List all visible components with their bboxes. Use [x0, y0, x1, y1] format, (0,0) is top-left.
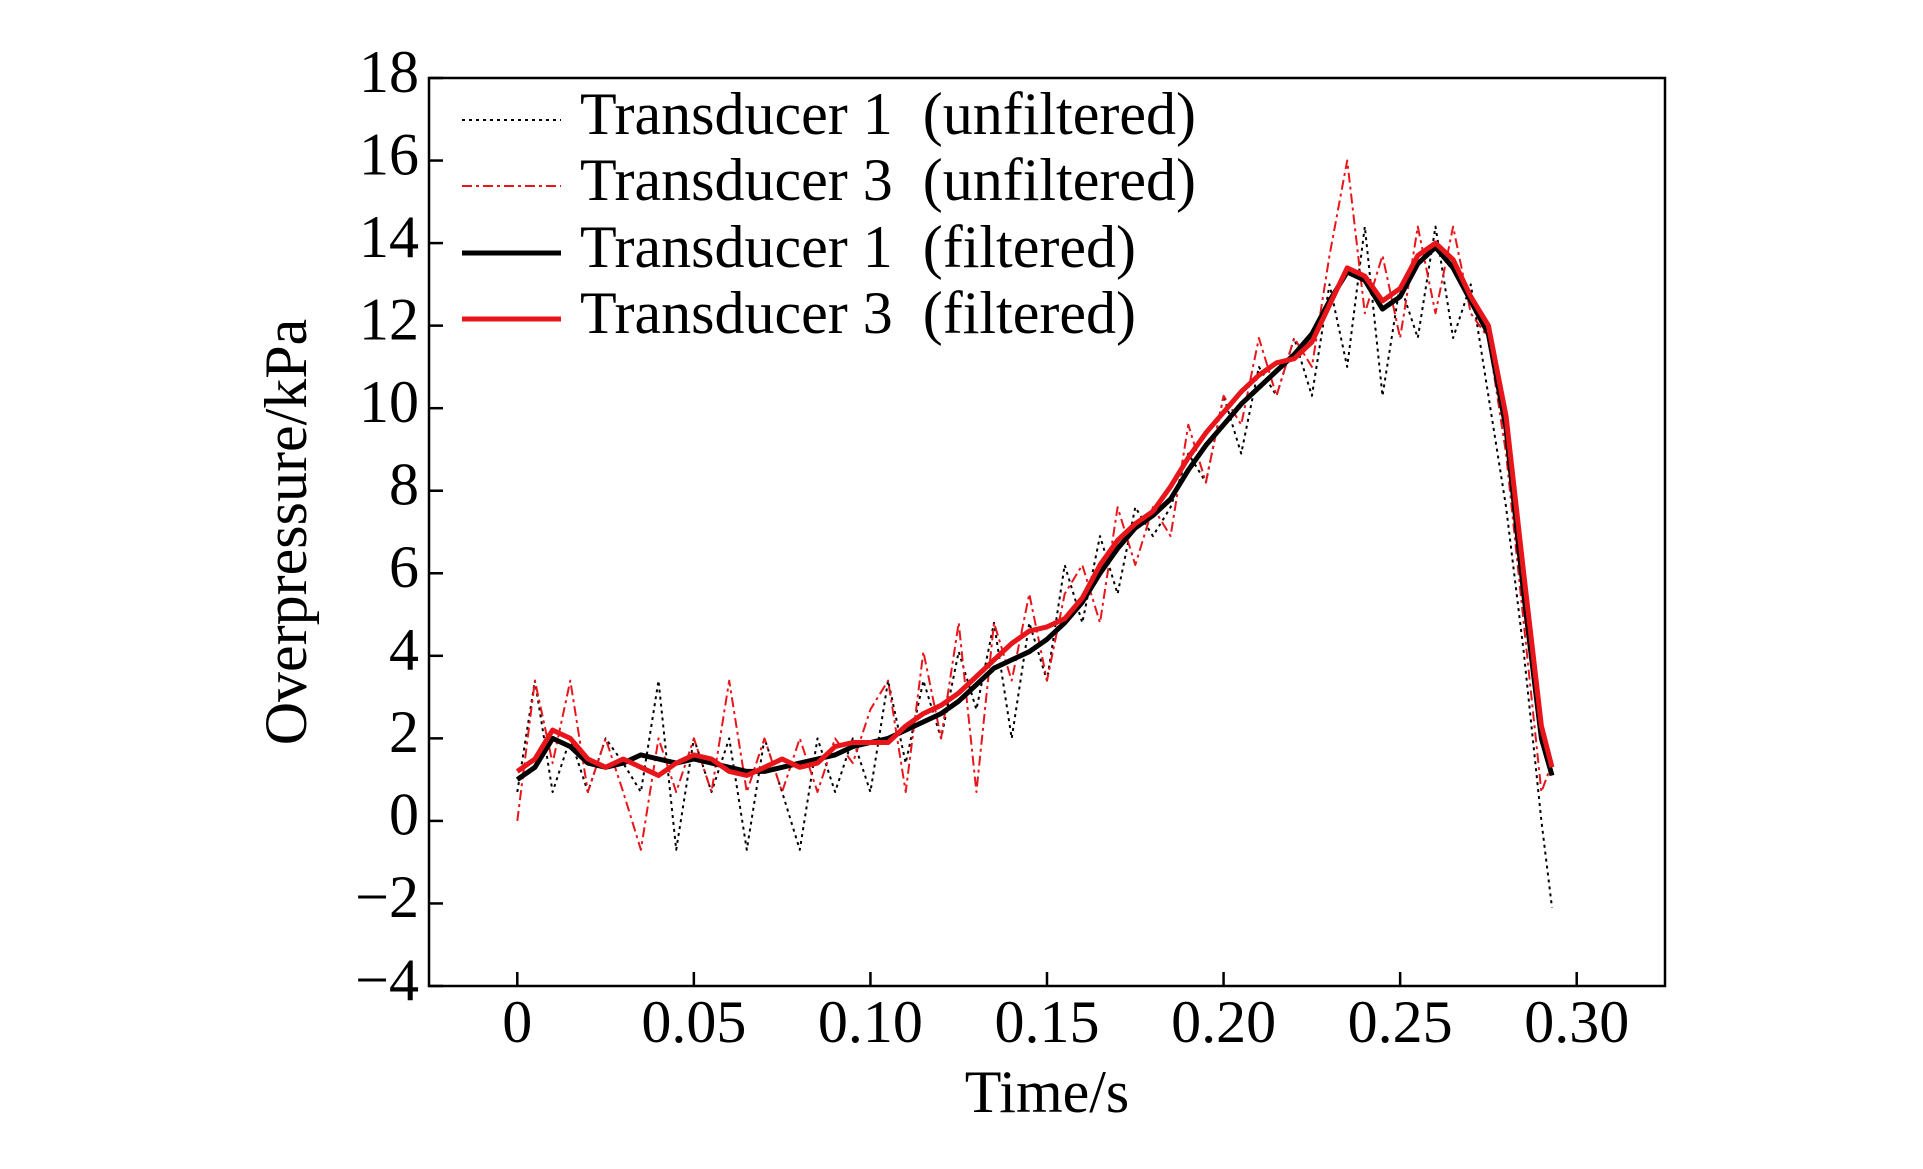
x-tick-label: 0.20 [1171, 989, 1276, 1055]
y-tick-label: 14 [359, 204, 419, 270]
y-axis-label: Overpressure/kPa [253, 319, 319, 746]
y-tick-label: 0 [389, 782, 419, 848]
x-tick-label: 0.30 [1524, 989, 1629, 1055]
legend-label: Transducer 3 (filtered) [580, 280, 1136, 346]
x-tick-label: 0 [502, 989, 532, 1055]
x-tick-label: 0.15 [995, 989, 1100, 1055]
x-tick-label: 0.05 [641, 989, 746, 1055]
y-tick-label: −4 [355, 947, 419, 1013]
legend-label: Transducer 1 (unfiltered) [580, 81, 1196, 147]
legend-label: Transducer 3 (unfiltered) [580, 147, 1196, 213]
series-line [515, 244, 1555, 782]
y-tick-label: 6 [389, 534, 419, 600]
series-line [515, 240, 1555, 778]
x-axis-label: Time/s [965, 1059, 1130, 1125]
y-tick-label: 16 [359, 121, 419, 187]
series-line [516, 159, 1553, 851]
legend-label: Transducer 1 (filtered) [580, 214, 1136, 280]
y-tick-label: 2 [389, 699, 419, 765]
x-tick-label: 0.25 [1348, 989, 1453, 1055]
y-tick-label: 18 [359, 39, 419, 105]
y-tick-label: 8 [389, 451, 419, 517]
y-tick-label: −2 [355, 864, 419, 930]
y-tick-label: 4 [389, 617, 419, 683]
y-tick-label: 10 [359, 369, 419, 435]
x-tick-label: 0.10 [818, 989, 923, 1055]
y-tick-label: 12 [359, 286, 419, 352]
